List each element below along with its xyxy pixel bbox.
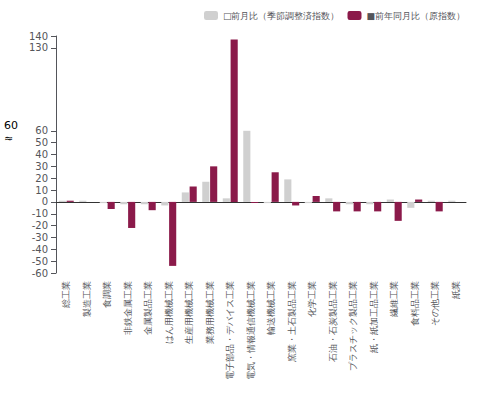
svg-text:繊維工業: 繊維工業 (389, 281, 399, 318)
svg-text:金属製品工業: 金属製品工業 (143, 281, 153, 335)
svg-text:紙・紙加工品工業: 紙・紙加工品工業 (369, 281, 379, 353)
svg-text:窯業・土石製品工業: 窯業・土石製品工業 (287, 281, 297, 362)
svg-text:はん用機械工業: はん用機械工業 (164, 281, 174, 344)
svg-text:-10: -10 (32, 208, 48, 219)
svg-text:10: 10 (35, 185, 48, 196)
svg-text:40: 40 (35, 149, 48, 160)
svg-text:電気・情報通信機械工業: 電気・情報通信機械工業 (246, 281, 256, 380)
svg-text:140: 140 (29, 31, 48, 42)
svg-text:プラスチック製品工業: プラスチック製品工業 (348, 281, 358, 371)
svg-text:輸送機械工業: 輸送機械工業 (266, 281, 276, 335)
svg-text:≈: ≈ (4, 132, 13, 145)
svg-text:総工業: 総工業 (61, 281, 71, 309)
svg-text:石油・石炭製品工業: 石油・石炭製品工業 (328, 281, 338, 362)
svg-text:-60: -60 (32, 268, 48, 279)
svg-text:生産用機械工業: 生産用機械工業 (184, 281, 194, 344)
svg-text:製造工業: 製造工業 (82, 281, 92, 317)
svg-text:0: 0 (42, 196, 48, 207)
svg-text:■前年同月比（原指数）: ■前年同月比（原指数） (366, 11, 465, 21)
svg-text:60: 60 (4, 119, 18, 132)
svg-text:化学工業: 化学工業 (307, 281, 317, 317)
svg-text:60: 60 (35, 125, 48, 136)
svg-text:食調業: 食調業 (102, 281, 112, 308)
svg-text:20: 20 (35, 173, 48, 184)
svg-text:-30: -30 (32, 232, 48, 243)
svg-text:30: 30 (35, 161, 48, 172)
svg-text:130: 130 (29, 42, 48, 53)
svg-text:50: 50 (35, 137, 48, 148)
svg-text:紙業: 紙業 (451, 281, 461, 299)
svg-text:-20: -20 (32, 220, 48, 231)
svg-text:業務用機械工業: 業務用機械工業 (205, 281, 215, 344)
svg-text:その他工業: その他工業 (430, 281, 440, 326)
svg-text:食料品工業: 食料品工業 (410, 281, 420, 326)
svg-text:非鉄金属工業: 非鉄金属工業 (123, 281, 133, 335)
svg-text:-40: -40 (32, 244, 48, 255)
svg-text:□前月比（季節調整済指数）: □前月比（季節調整済指数） (223, 11, 340, 21)
svg-text:電子部品・デバイス工業: 電子部品・デバイス工業 (225, 281, 235, 380)
svg-text:-50: -50 (32, 256, 48, 267)
